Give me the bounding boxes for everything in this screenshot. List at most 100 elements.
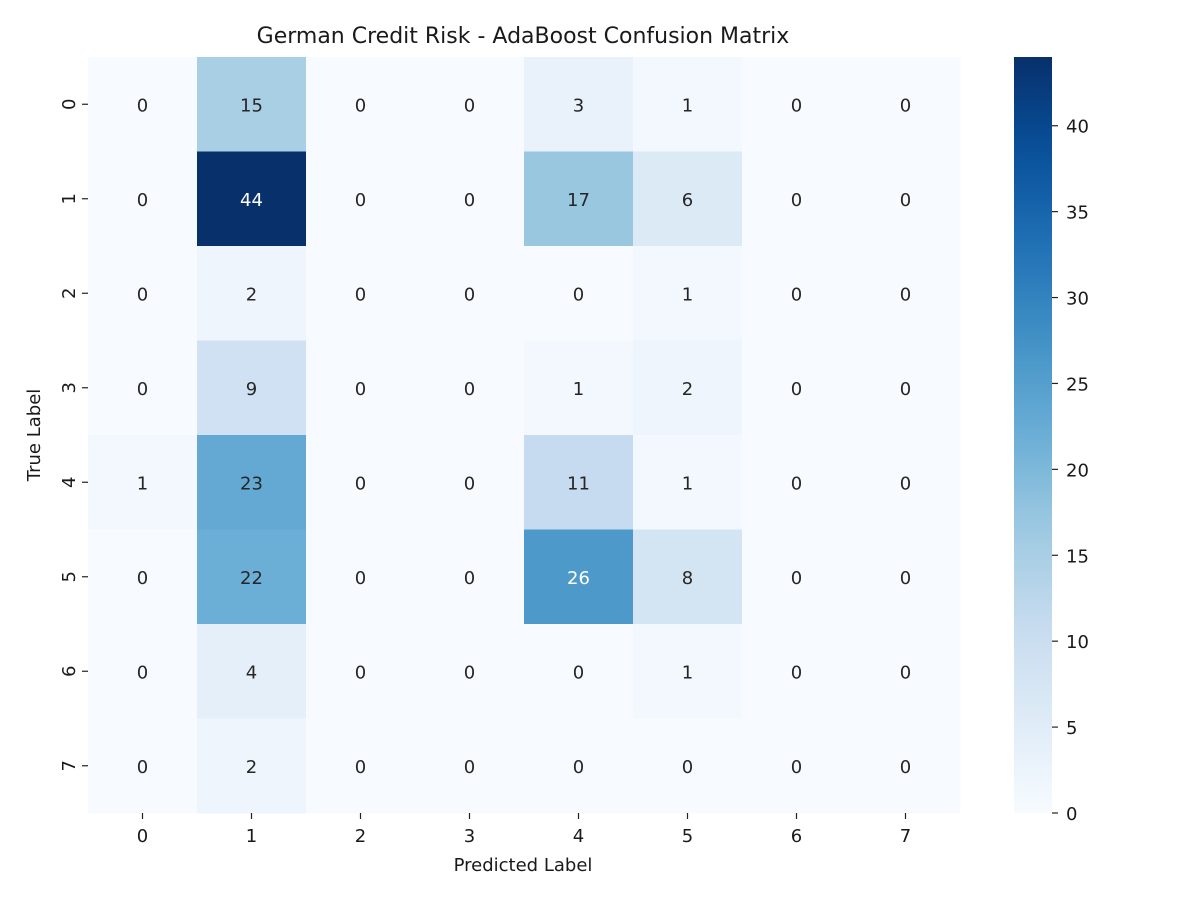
colorbar-tick-label: 35	[1066, 203, 1089, 224]
heatmap-cell	[415, 435, 525, 530]
cell-value-label: 8	[682, 568, 693, 589]
heatmap-cell	[742, 529, 852, 625]
heatmap-cell	[633, 529, 743, 625]
cell-value-label: 2	[246, 757, 257, 778]
heatmap-cell	[524, 151, 634, 247]
cell-value-label: 17	[567, 190, 590, 211]
heatmap-cell	[742, 718, 852, 814]
cell-value-label: 0	[791, 190, 802, 211]
heatmap-cell	[415, 340, 525, 436]
heatmap-cell	[306, 57, 416, 152]
heatmap-cell	[197, 246, 307, 341]
heatmap-cell	[88, 624, 198, 719]
heatmap-cell	[415, 151, 525, 247]
heatmap-cell	[88, 435, 198, 530]
colorbar-tick-label: 20	[1066, 460, 1089, 481]
heatmap-cell	[633, 246, 743, 341]
x-tick-label: 4	[573, 826, 584, 847]
cell-value-label: 0	[355, 473, 366, 494]
cell-value-label: 1	[573, 379, 584, 400]
cell-value-label: 3	[573, 95, 584, 116]
x-tick-label: 1	[246, 826, 257, 847]
heatmap-cell	[524, 246, 634, 341]
heatmap-cell	[88, 529, 198, 625]
heatmap-cell	[306, 246, 416, 341]
heatmap-cell	[742, 435, 852, 530]
heatmap-cell	[415, 57, 525, 152]
cell-value-label: 0	[900, 379, 911, 400]
cell-value-label: 0	[137, 568, 148, 589]
cell-value-label: 22	[240, 568, 263, 589]
cell-value-label: 0	[355, 757, 366, 778]
heatmap-cell	[88, 246, 198, 341]
cell-value-label: 0	[900, 473, 911, 494]
cell-value-label: 0	[464, 662, 475, 683]
heatmap-cell	[524, 435, 634, 530]
y-tick-label: 7	[59, 760, 80, 771]
cell-value-label: 0	[137, 190, 148, 211]
cell-value-label: 0	[900, 95, 911, 116]
cell-value-label: 6	[682, 190, 693, 211]
heatmap-cell	[742, 246, 852, 341]
heatmap-cell	[197, 718, 307, 814]
y-axis-label: True Label	[24, 389, 45, 483]
cell-value-label: 4	[246, 662, 257, 683]
cell-value-label: 1	[682, 284, 693, 305]
heatmap-cell	[633, 151, 743, 247]
heatmap-cell	[633, 718, 743, 814]
cell-value-label: 0	[791, 473, 802, 494]
heatmap-cell	[306, 718, 416, 814]
cell-value-label: 0	[464, 757, 475, 778]
heatmap-cell	[197, 435, 307, 530]
heatmap-cell	[197, 57, 307, 152]
heatmap-cell	[633, 57, 743, 152]
heatmap-cell	[742, 151, 852, 247]
cell-value-label: 0	[355, 662, 366, 683]
heatmap-cell	[197, 151, 307, 247]
heatmap-cell	[851, 435, 961, 530]
cell-value-label: 1	[682, 473, 693, 494]
heatmap-cell	[524, 624, 634, 719]
heatmap-cell	[88, 151, 198, 247]
colorbar-tick-label: 40	[1066, 117, 1089, 138]
cell-value-label: 23	[240, 473, 263, 494]
cell-value-label: 0	[573, 757, 584, 778]
cell-value-label: 0	[355, 568, 366, 589]
heatmap-cell	[851, 57, 961, 152]
cell-value-label: 0	[137, 95, 148, 116]
y-tick-label: 0	[59, 99, 80, 110]
cell-value-label: 1	[137, 473, 148, 494]
heatmap-cell	[524, 718, 634, 814]
heatmap-cell	[742, 57, 852, 152]
cell-value-label: 0	[355, 379, 366, 400]
heatmap-cell	[197, 340, 307, 436]
cell-value-label: 0	[573, 662, 584, 683]
colorbar: 0 5 10 15 20 25 30 35 40	[1014, 57, 1089, 825]
cell-value-label: 2	[682, 379, 693, 400]
cell-value-label: 44	[240, 190, 263, 211]
colorbar-tick-label: 25	[1066, 374, 1089, 395]
cell-value-label: 2	[246, 284, 257, 305]
colorbar-tick-label: 5	[1066, 718, 1077, 739]
y-tick-label: 2	[59, 288, 80, 299]
cell-value-label: 0	[791, 379, 802, 400]
cell-value-label: 0	[791, 568, 802, 589]
heatmap-cell	[197, 529, 307, 625]
x-tick-label: 7	[900, 826, 911, 847]
cell-value-label: 0	[464, 95, 475, 116]
y-axis-ticks: 0 1 2 3 4 5 6 7	[59, 99, 88, 771]
y-tick-label: 5	[59, 571, 80, 582]
cell-value-label: 0	[900, 568, 911, 589]
heatmap-cell	[524, 529, 634, 625]
heatmap-cell	[415, 718, 525, 814]
y-tick-label: 3	[59, 382, 80, 393]
x-axis-ticks: 0 1 2 3 4 5 6 7	[137, 813, 911, 847]
heatmap-cell-labels: 0 15 0 0 3 1 0 0 0 44 0 0 17 6 0 0 0 2 0 0 0 1 0 0 0 9 0 0 1 2 0 0 1 23 0 0…	[137, 95, 911, 778]
cell-value-label: 9	[246, 379, 257, 400]
cell-value-label: 0	[464, 284, 475, 305]
heatmap-cell	[851, 246, 961, 341]
y-tick-label: 1	[59, 193, 80, 204]
heatmap-cell	[524, 340, 634, 436]
x-tick-label: 2	[355, 826, 366, 847]
